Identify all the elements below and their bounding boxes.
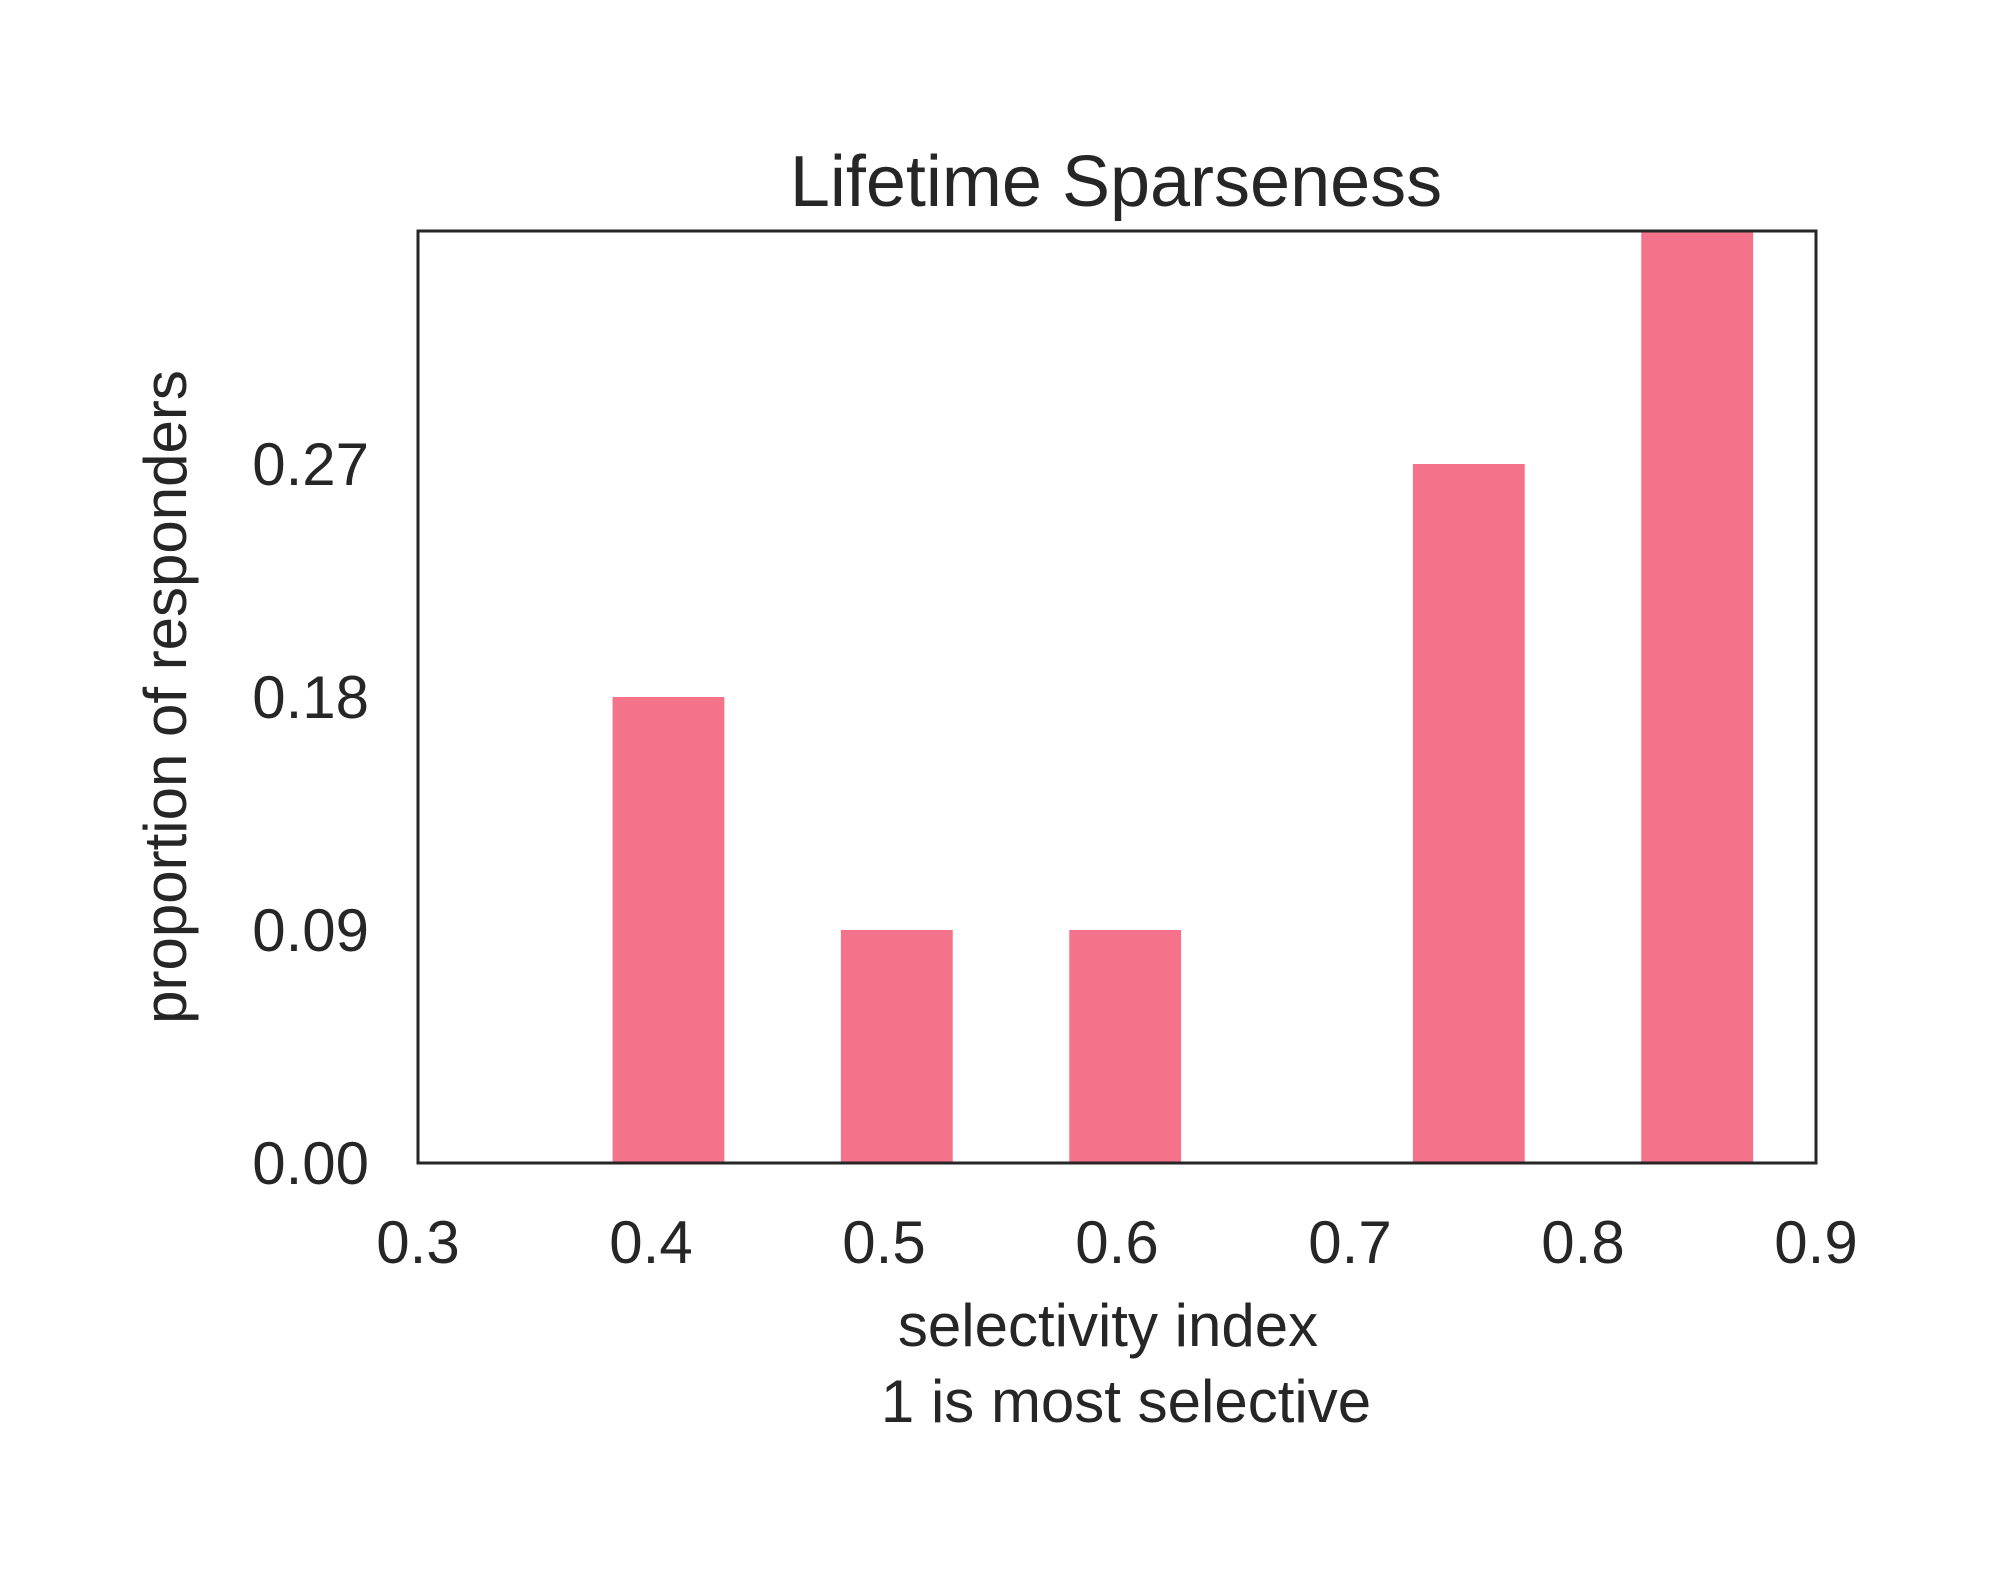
x-axis-label: selectivity index [898,1292,1318,1359]
chart-title: Lifetime Sparseness [790,142,1442,222]
x-tick-label: 0.6 [1075,1209,1158,1276]
x-tick-labels: 0.3 0.4 0.5 0.6 0.7 0.8 0.9 [376,1209,1857,1276]
plot-frame [416,229,1818,1165]
x-tick-label: 0.8 [1541,1209,1624,1276]
bar-1 [612,697,725,1163]
y-tick-label: 0.09 [252,897,369,964]
y-tick-label: 0.27 [252,431,369,498]
y-tick-label: 0.18 [252,664,369,731]
bars-layer [612,231,1754,1163]
bar-2 [840,930,953,1163]
x-tick-label: 0.4 [609,1209,692,1276]
x-tick-label: 0.9 [1774,1209,1857,1276]
bar-5 [1641,231,1754,1163]
bar-4 [1412,464,1525,1163]
y-tick-label: 0.00 [252,1130,369,1197]
bar-3 [1069,930,1182,1163]
y-tick-labels: 0.00 0.09 0.18 0.27 [252,431,369,1197]
x-tick-label: 0.3 [376,1209,459,1276]
x-tick-label: 0.7 [1308,1209,1391,1276]
x-tick-label: 0.5 [842,1209,925,1276]
x-axis-sublabel: 1 is most selective [881,1368,1371,1435]
y-axis-label: proportion of responders [132,370,199,1024]
